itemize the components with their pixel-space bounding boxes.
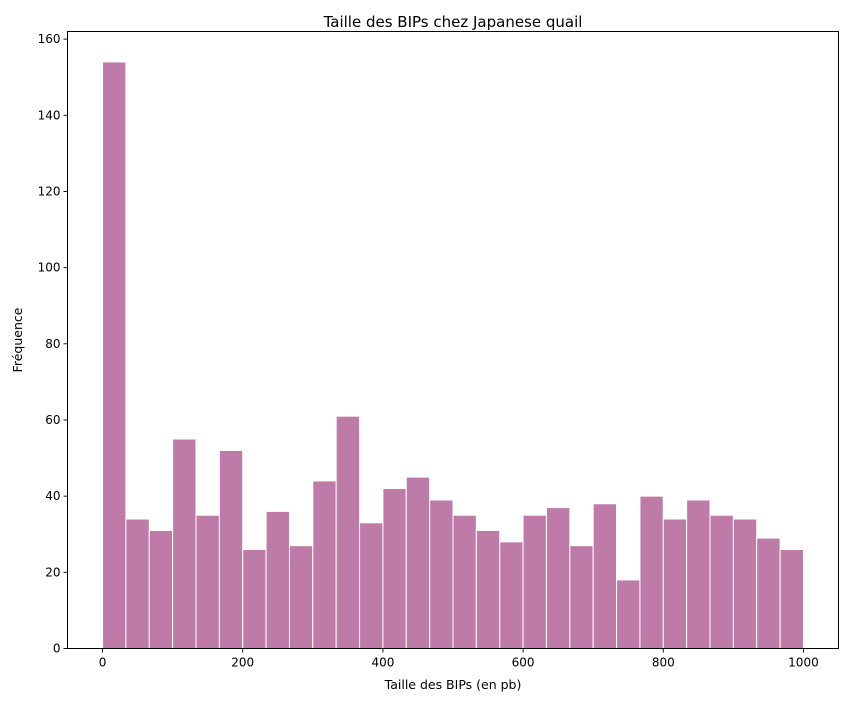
histogram-bar <box>499 541 524 650</box>
y-tick-label: 60 <box>45 413 60 427</box>
histogram-bar <box>429 499 454 649</box>
histogram-bar <box>359 522 384 650</box>
y-axis-label: Fréquence <box>10 307 25 372</box>
histogram-bar <box>312 480 337 649</box>
histogram-bar <box>265 510 290 649</box>
histogram-bar <box>592 503 618 649</box>
histogram-bar <box>382 488 407 650</box>
x-axis-ticks: 0 200 400 600 800 1000 <box>99 648 819 670</box>
histogram-bar <box>195 514 220 649</box>
x-tick-label: 0 <box>99 656 107 670</box>
y-axis-ticks: 0 20 40 60 80 100 120 140 160 <box>38 32 68 656</box>
histogram-bar <box>569 545 594 650</box>
histogram-bar <box>662 518 688 649</box>
histogram-bar <box>335 415 361 650</box>
y-tick-label: 80 <box>45 337 60 351</box>
y-tick-label: 120 <box>38 184 61 198</box>
x-tick-label: 800 <box>652 656 675 670</box>
histogram-bar <box>242 548 267 649</box>
y-tick-label: 140 <box>38 108 61 122</box>
histogram-bar <box>405 476 431 649</box>
histogram-bar <box>288 545 314 650</box>
histogram-bar <box>475 529 501 650</box>
chart-title: Taille des BIPs chez Japanese quail <box>323 13 583 31</box>
y-tick-label: 20 <box>45 565 60 579</box>
histogram-bar <box>522 514 547 649</box>
x-tick-label: 400 <box>371 656 394 670</box>
y-tick-label: 40 <box>45 489 60 503</box>
histogram-bar <box>639 495 664 649</box>
histogram-bar <box>616 579 641 650</box>
histogram-bar <box>779 548 804 649</box>
histogram-bar <box>102 61 127 650</box>
y-tick-label: 160 <box>38 32 61 46</box>
histogram-bar <box>686 499 711 649</box>
histogram-bar <box>732 518 758 649</box>
x-tick-label: 600 <box>512 656 535 670</box>
histogram-bar <box>452 514 477 649</box>
y-tick-label: 0 <box>53 642 61 656</box>
histogram-bar <box>756 537 781 649</box>
histogram-bar <box>148 529 174 650</box>
histogram-bar <box>172 438 197 649</box>
x-axis-label: Taille des BIPs (en pb) <box>384 677 522 692</box>
plot-frame <box>67 31 839 649</box>
histogram-bar <box>218 449 244 649</box>
y-tick-label: 100 <box>38 261 61 275</box>
histogram-bar <box>709 514 734 649</box>
histogram-bar <box>545 507 571 650</box>
histogram-bar <box>125 518 150 649</box>
x-tick-label: 1000 <box>788 656 819 670</box>
x-tick-label: 200 <box>231 656 254 670</box>
bars-group <box>102 61 804 650</box>
